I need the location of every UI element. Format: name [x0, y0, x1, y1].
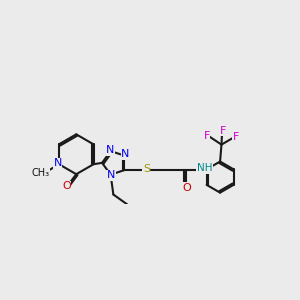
Text: F: F — [233, 132, 239, 142]
Text: O: O — [62, 182, 71, 191]
Text: O: O — [183, 183, 191, 193]
Text: CH₃: CH₃ — [31, 167, 49, 178]
Text: NH: NH — [196, 163, 212, 173]
Text: N: N — [106, 145, 114, 155]
Text: F: F — [204, 131, 210, 141]
Text: N: N — [107, 170, 116, 180]
Text: F: F — [219, 126, 226, 136]
Text: S: S — [143, 164, 150, 174]
Text: N: N — [121, 149, 129, 160]
Text: N: N — [53, 158, 62, 168]
